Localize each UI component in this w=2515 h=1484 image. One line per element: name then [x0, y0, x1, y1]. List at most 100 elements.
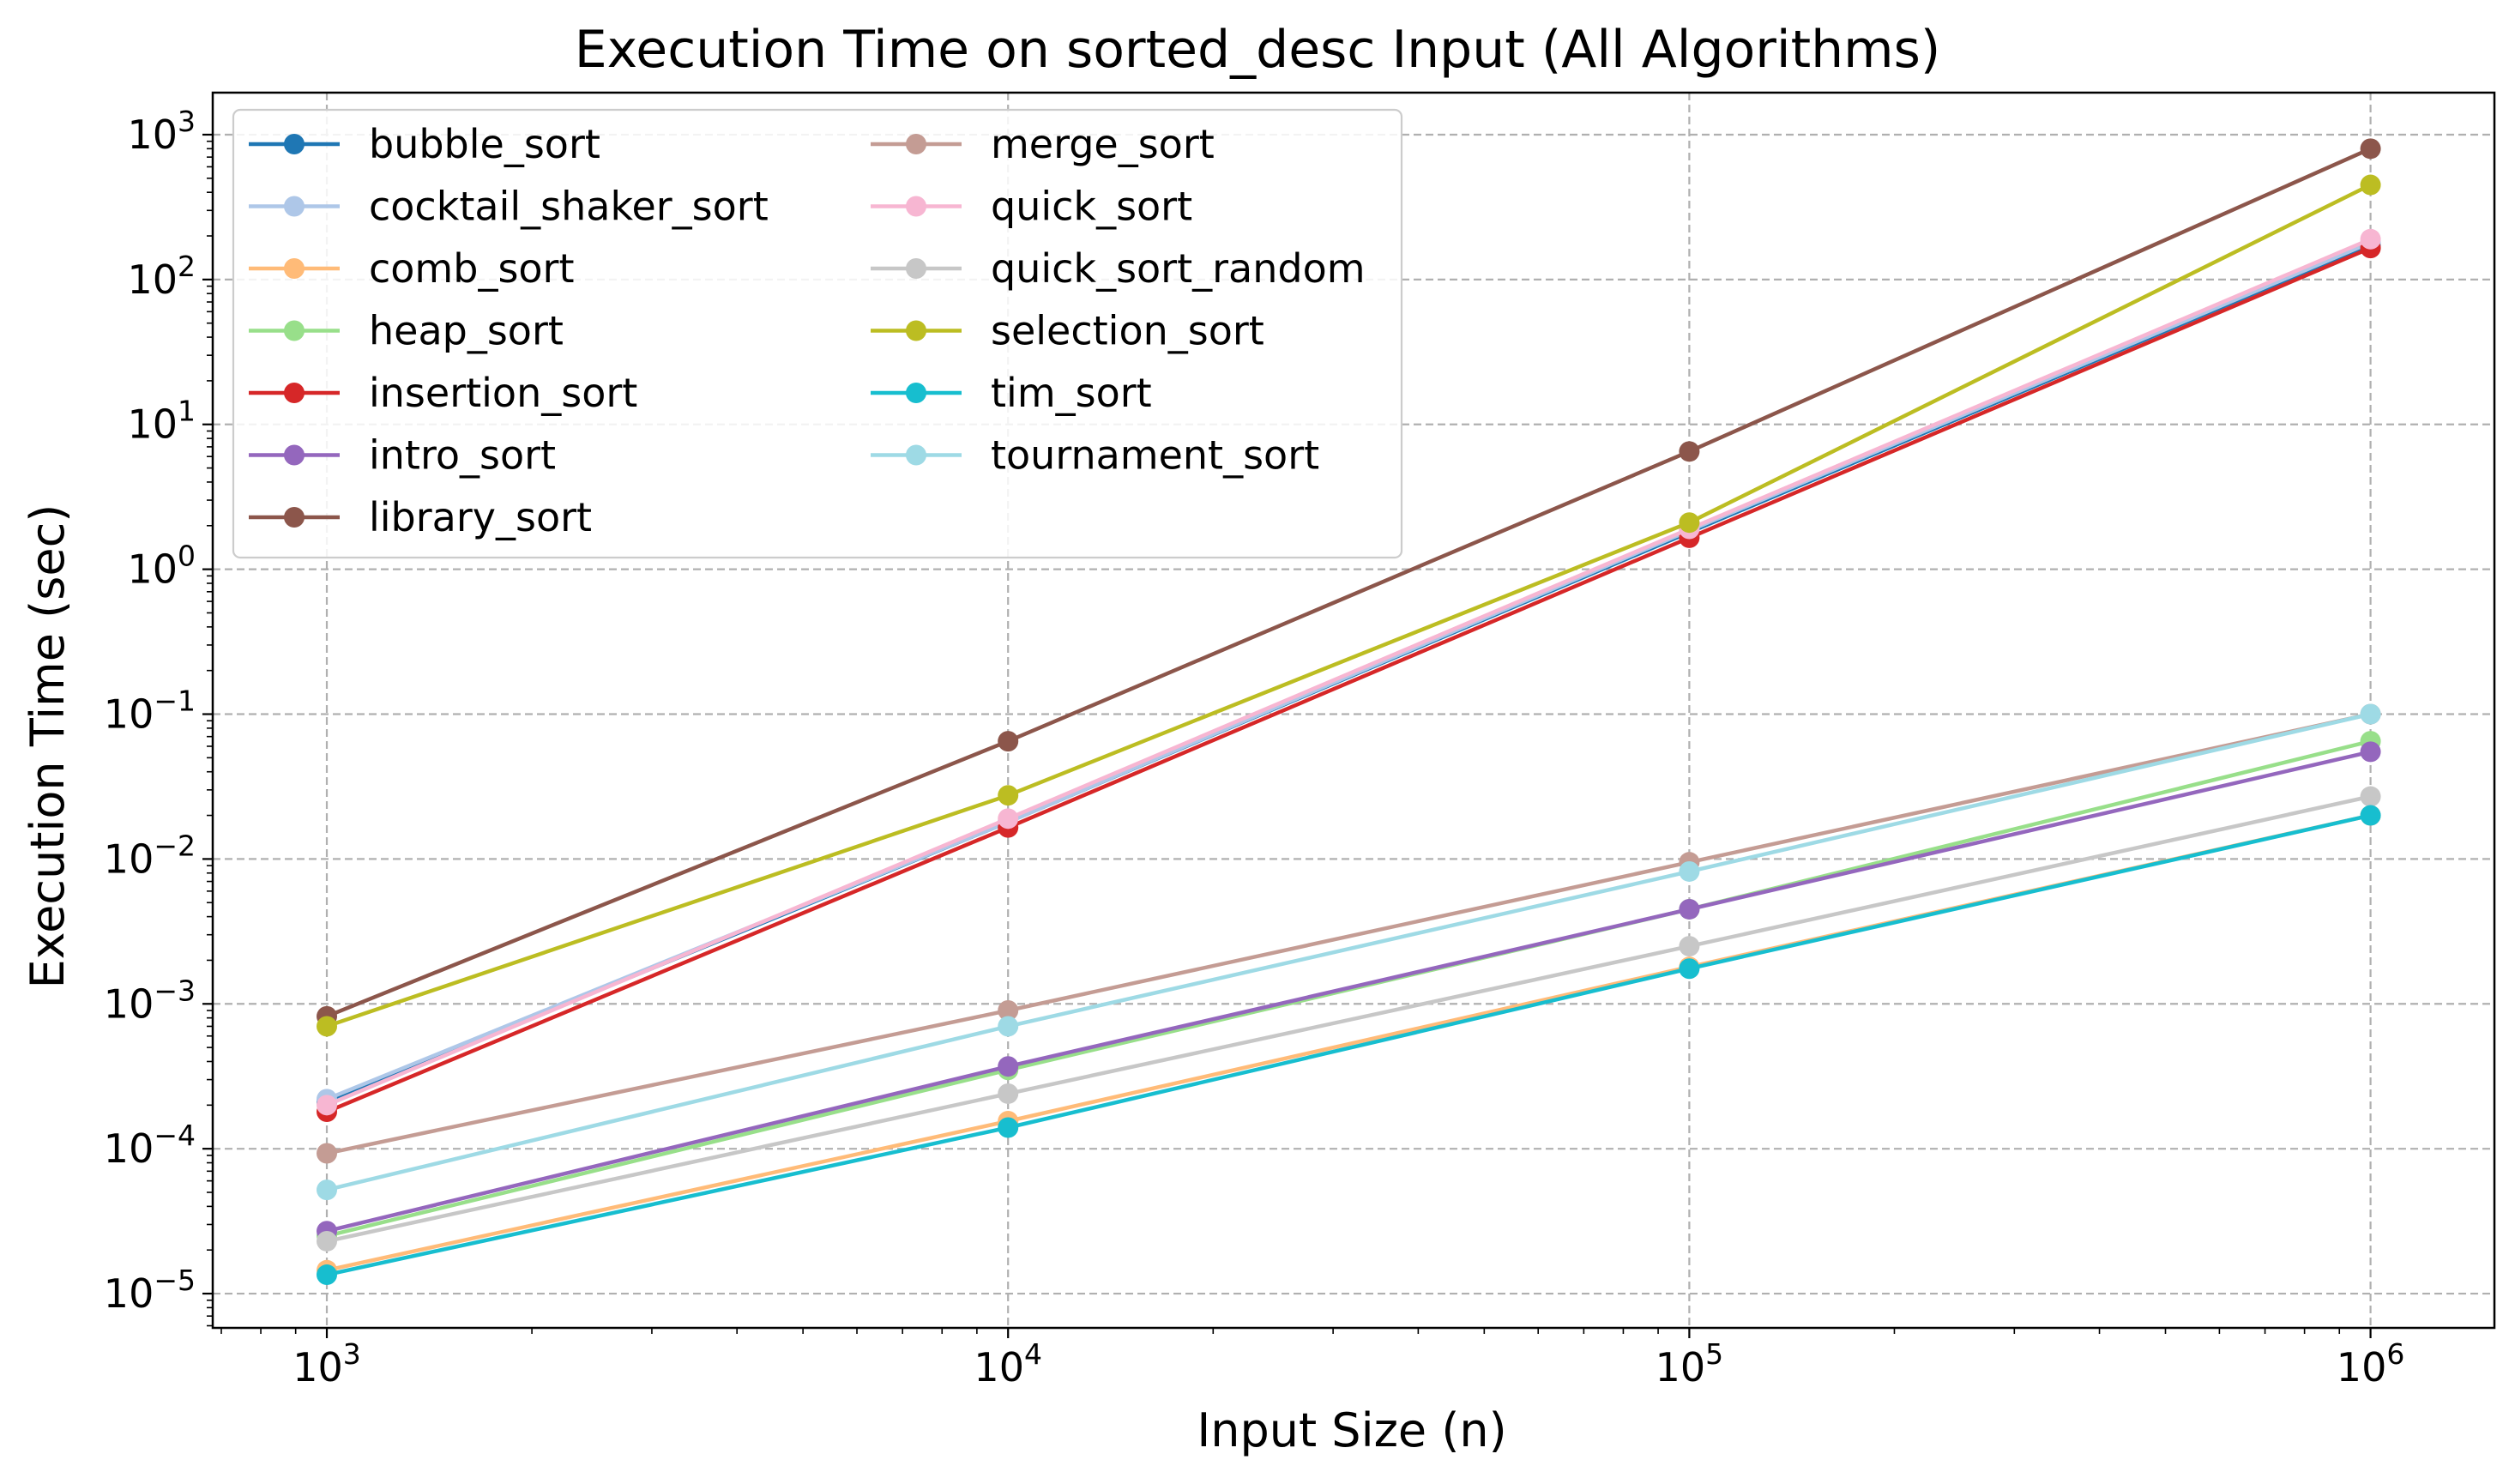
series-merge-sort	[317, 703, 2381, 1164]
legend-marker	[284, 134, 305, 154]
x-tick-label: 105	[1656, 1337, 1724, 1390]
legend-marker	[906, 444, 926, 466]
data-point	[317, 1095, 338, 1116]
legend-item: tournament_sort	[871, 432, 1319, 479]
series-line	[326, 246, 2372, 1114]
legend-label: heap_sort	[369, 308, 564, 354]
data-point	[317, 1264, 338, 1286]
legend-label: comb_sort	[369, 245, 575, 292]
legend-item: quick_sort_random	[871, 245, 1366, 292]
legend-marker	[906, 196, 926, 217]
legend-label: bubble_sort	[369, 121, 600, 167]
series-line	[326, 712, 2372, 1192]
legend-label: insertion_sort	[369, 370, 637, 416]
y-tick-label: 100	[127, 540, 196, 593]
legend-marker	[906, 258, 926, 279]
data-point	[998, 1000, 1019, 1022]
series-library-sort	[317, 138, 2381, 1027]
chart-title: Execution Time on sorted_desc Input (All…	[575, 20, 1941, 80]
y-tick-label: 10−3	[104, 974, 196, 1027]
legend-item: bubble_sort	[249, 121, 600, 167]
legend-marker	[284, 258, 305, 279]
data-point	[998, 731, 1019, 752]
series-layer	[317, 138, 2381, 1286]
legend-item: intro_sort	[249, 432, 556, 479]
data-point	[2360, 138, 2381, 160]
data-point	[998, 1117, 1019, 1138]
series-quick-sort-random	[317, 786, 2381, 1252]
data-point	[317, 1230, 338, 1252]
legend-marker	[906, 320, 926, 341]
legend-marker	[284, 383, 305, 403]
data-point	[998, 1016, 1019, 1037]
x-tick-label: 106	[2337, 1337, 2405, 1390]
legend-item: cocktail_shaker_sort	[249, 184, 769, 230]
data-point	[2360, 174, 2381, 196]
data-point	[1679, 860, 1700, 882]
legend-label: intro_sort	[369, 432, 556, 479]
data-point	[1679, 936, 1700, 957]
data-point	[998, 808, 1019, 829]
series-line	[326, 712, 2372, 1155]
legend-label: merge_sort	[991, 121, 1215, 167]
data-point	[2360, 786, 2381, 807]
series-line	[326, 237, 2372, 1107]
data-point	[1679, 441, 1700, 462]
data-point	[2360, 703, 2381, 725]
series-line	[326, 794, 2372, 1244]
data-point	[317, 1016, 338, 1037]
legend-marker	[906, 383, 926, 403]
legend-label: quick_sort	[991, 184, 1192, 230]
series-line	[326, 750, 2372, 1234]
legend-label: selection_sort	[991, 308, 1264, 354]
legend-item: comb_sort	[249, 245, 575, 292]
legend-item: library_sort	[249, 494, 592, 540]
series-line	[326, 147, 2372, 1018]
series-line	[326, 813, 2372, 1277]
y-axis-label: Execution Time (sec)	[21, 504, 75, 989]
legend-item: selection_sort	[871, 308, 1264, 354]
y-tick-label: 103	[127, 105, 196, 158]
series-tim-sort	[317, 805, 2381, 1286]
plot-frame	[211, 91, 2496, 1330]
legend-label: cocktail_shaker_sort	[369, 184, 769, 230]
data-point	[2360, 805, 2381, 826]
data-point	[998, 1083, 1019, 1104]
data-point	[998, 1056, 1019, 1077]
legend-item: tim_sort	[871, 370, 1152, 416]
grid	[213, 93, 2494, 1328]
data-point	[998, 785, 1019, 806]
legend-label: tournament_sort	[991, 432, 1319, 479]
y-tick-label: 102	[127, 250, 196, 303]
legend-label: quick_sort_random	[991, 245, 1366, 292]
legend-marker	[906, 134, 926, 154]
legend-marker	[284, 444, 305, 466]
series-tournament-sort	[317, 703, 2381, 1201]
data-point	[317, 1179, 338, 1201]
legend-marker	[284, 507, 305, 528]
legend-label: tim_sort	[991, 370, 1152, 416]
data-point	[2360, 741, 2381, 763]
legend-item: insertion_sort	[249, 370, 637, 416]
series-line	[326, 183, 2372, 1029]
x-tick-label: 104	[974, 1337, 1042, 1390]
data-point	[2360, 228, 2381, 250]
legend-frame	[232, 108, 1403, 559]
x-axis-label: Input Size (n)	[1197, 1403, 1506, 1457]
legend-item: merge_sort	[871, 121, 1215, 167]
legend-marker	[284, 196, 305, 217]
data-point	[1679, 512, 1700, 534]
y-tick-label: 10−4	[104, 1119, 196, 1172]
y-tick-label: 10−1	[104, 685, 196, 738]
data-point	[1679, 898, 1700, 920]
ticks: 103 104 105 106 10−5 10−4 10−3 10−2 10−1 100 101 10…	[104, 105, 2405, 1390]
series-selection-sort	[317, 174, 2381, 1037]
y-tick-label: 101	[127, 395, 196, 448]
data-point	[317, 1143, 338, 1164]
legend: bubble_sort cocktail_shaker_sort comb_sort…	[232, 108, 1403, 559]
legend-label: library_sort	[369, 494, 592, 540]
y-tick-label: 10−2	[104, 829, 196, 882]
x-tick-label: 103	[293, 1337, 361, 1390]
legend-item: quick_sort	[871, 184, 1192, 230]
